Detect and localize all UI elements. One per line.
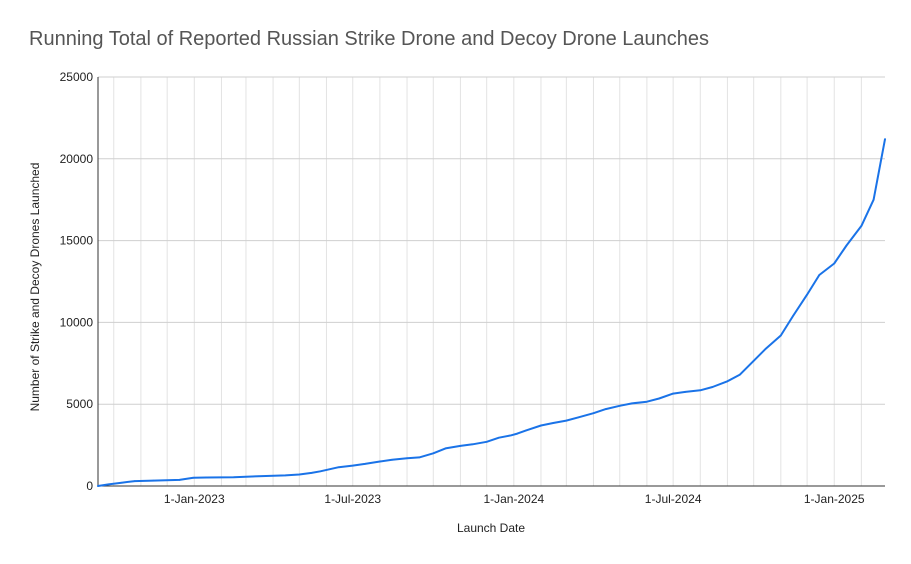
- data-point: [833, 262, 836, 265]
- y-tick-label: 10000: [60, 315, 94, 329]
- x-tick-label: 1-Jul-2023: [324, 492, 381, 506]
- data-point: [205, 476, 208, 479]
- data-point: [872, 198, 875, 201]
- data-point: [577, 416, 580, 419]
- data-point: [459, 445, 462, 447]
- data-point: [618, 405, 621, 407]
- data-point: [516, 432, 519, 435]
- series-line: [97, 138, 886, 487]
- data-point: [631, 402, 633, 405]
- data-point: [711, 386, 714, 388]
- data-point: [806, 293, 808, 296]
- data-point: [884, 138, 886, 140]
- y-tick-label: 0: [86, 479, 93, 493]
- data-point: [471, 443, 474, 446]
- data-point: [120, 481, 123, 484]
- data-point: [646, 400, 648, 403]
- data-point: [485, 441, 488, 443]
- data-point: [178, 479, 181, 481]
- data-point: [192, 477, 195, 479]
- data-point: [133, 480, 136, 482]
- data-point: [752, 360, 755, 362]
- data-point: [319, 470, 322, 473]
- data-point: [738, 373, 741, 376]
- data-point: [684, 391, 687, 393]
- data-point: [418, 456, 421, 459]
- data-point: [232, 476, 235, 478]
- data-point: [525, 429, 527, 432]
- data-point: [592, 412, 595, 414]
- data-point: [699, 389, 702, 392]
- data-point: [672, 392, 674, 395]
- data-point: [310, 472, 313, 474]
- data-point: [444, 447, 447, 450]
- data-point: [845, 244, 848, 247]
- data-point: [604, 408, 607, 410]
- data-point: [818, 274, 821, 276]
- data-point: [107, 483, 110, 486]
- y-tick-label: 15000: [60, 234, 94, 248]
- y-axis-title: Number of Strike and Decoy Drones Launch…: [28, 163, 42, 412]
- x-tick-label: 1-Jan-2024: [483, 492, 544, 506]
- tick-labels: 0 5000 10000 15000 20000 25000 1-Jan-2023 1-Jul…: [60, 70, 865, 506]
- data-point: [284, 474, 287, 477]
- data-point: [658, 397, 660, 400]
- data-point: [364, 463, 366, 465]
- series-layer: [97, 138, 886, 487]
- data-point: [726, 380, 729, 383]
- x-tick-label: 1-Jul-2024: [645, 492, 702, 506]
- data-point: [565, 419, 568, 422]
- data-point: [298, 473, 301, 476]
- chart-title: Running Total of Reported Russian Strike…: [29, 28, 710, 50]
- data-point: [152, 479, 154, 482]
- data-point: [391, 459, 393, 461]
- data-point: [860, 225, 863, 227]
- data-point: [510, 434, 512, 437]
- data-point: [351, 464, 354, 467]
- x-tick-label: 1-Jan-2025: [804, 492, 865, 506]
- y-tick-label: 5000: [66, 397, 93, 411]
- data-point: [792, 315, 794, 317]
- data-point: [379, 460, 381, 463]
- data-point: [552, 422, 555, 424]
- data-point: [432, 452, 435, 455]
- data-point: [780, 334, 782, 337]
- y-tick-label: 20000: [60, 152, 94, 166]
- data-point: [337, 466, 340, 468]
- data-point: [498, 436, 500, 439]
- x-tick-label: 1-Jan-2023: [164, 492, 225, 506]
- data-point: [406, 457, 408, 459]
- data-point: [765, 347, 767, 350]
- data-point: [97, 485, 99, 487]
- data-point: [257, 475, 260, 477]
- x-axis-title: Launch Date: [457, 521, 525, 535]
- axes: [97, 77, 885, 487]
- data-point: [540, 424, 542, 427]
- grid-lines: [98, 76, 885, 486]
- y-tick-label: 25000: [60, 70, 94, 84]
